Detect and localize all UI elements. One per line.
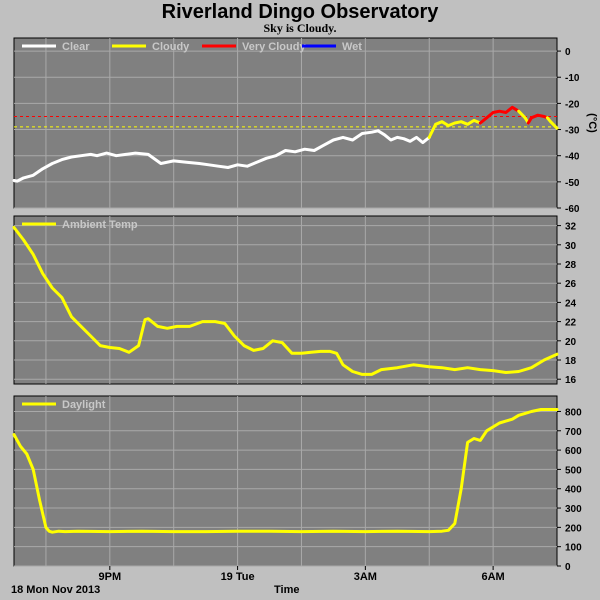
legend-label: Wet: [342, 41, 362, 53]
y-tick-label: 0: [565, 47, 571, 58]
legend-label: Ambient Temp: [62, 219, 138, 231]
y-tick-label: 28: [565, 260, 577, 271]
page-title: Riverland Dingo Observatory: [161, 1, 439, 23]
plot-area-3: [13, 395, 558, 567]
x-tick-label: 9PM: [99, 571, 122, 583]
series-line: [12, 226, 559, 376]
series-line: [517, 109, 530, 125]
y-axis-label: (°C): [586, 113, 598, 133]
y-tick-label: 700: [565, 427, 582, 438]
series-line: [478, 105, 521, 125]
y-tick-label: 300: [565, 504, 582, 515]
y-tick-label: -20: [565, 99, 580, 110]
y-tick-label: 24: [565, 298, 577, 309]
legend-label: Very Cloudy: [242, 41, 306, 53]
plot-area-2: [13, 215, 558, 385]
x-tick-label: 19 Tue: [221, 571, 255, 583]
series-line: [526, 113, 549, 125]
series-line: [12, 408, 559, 534]
series-line: [427, 118, 482, 139]
legend-label: Cloudy: [152, 41, 190, 53]
y-tick-label: 16: [565, 375, 577, 386]
y-tick-label: 400: [565, 485, 582, 496]
y-tick-label: 18: [565, 356, 577, 367]
y-tick-label: 20: [565, 337, 577, 348]
y-tick-label: 500: [565, 465, 582, 476]
y-tick-label: -10: [565, 73, 580, 84]
y-tick-label: -50: [565, 178, 580, 189]
y-tick-label: -30: [565, 126, 580, 137]
y-tick-label: 200: [565, 523, 582, 534]
y-tick-label: -40: [565, 152, 580, 163]
legend-label: Clear: [62, 41, 90, 53]
series-line: [545, 116, 559, 130]
series-line: [12, 129, 380, 183]
date-label: 18 Mon Nov 2013: [11, 584, 101, 596]
y-tick-label: 26: [565, 279, 577, 290]
sky-status-subtitle: Sky is Cloudy.: [263, 21, 337, 35]
y-tick-label: 0: [565, 562, 571, 573]
legend-label: Daylight: [62, 399, 106, 411]
x-axis-title: Time: [274, 584, 300, 596]
y-tick-label: 22: [565, 318, 577, 329]
y-tick-label: 30: [565, 241, 577, 252]
series-line: [376, 129, 431, 145]
y-tick-label: 800: [565, 407, 582, 418]
x-tick-label: 3AM: [354, 571, 377, 583]
y-tick-label: 100: [565, 543, 582, 554]
x-tick-label: 6AM: [482, 571, 505, 583]
y-tick-label: 32: [565, 222, 577, 233]
y-tick-label: -60: [565, 204, 580, 215]
y-tick-label: 600: [565, 446, 582, 457]
plot-area-1: [13, 37, 558, 209]
